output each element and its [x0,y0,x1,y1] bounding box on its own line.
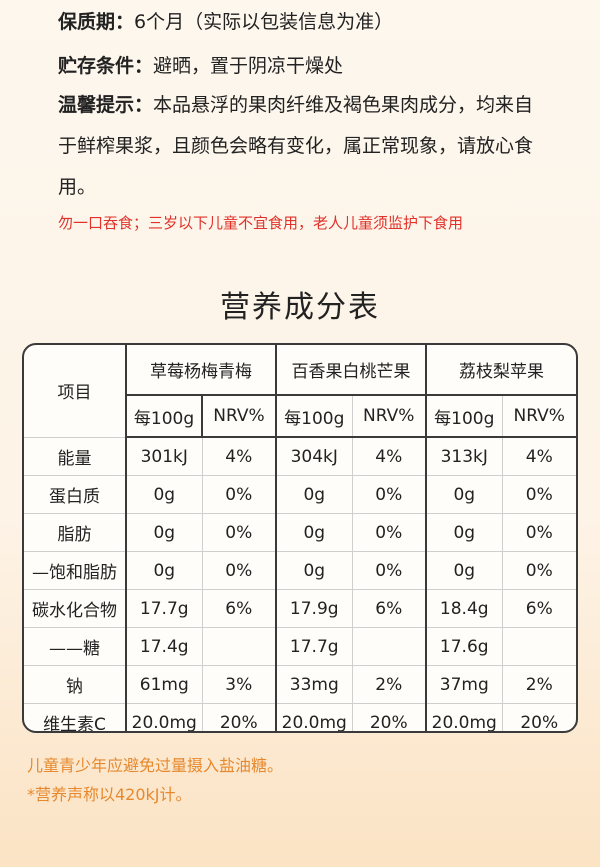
column-header: 每100g [126,394,203,438]
cell: 33mg [275,665,353,704]
cell: 2% [351,665,427,704]
cell: 6% [351,589,427,628]
info-line: 保质期：6个月（实际以包装信息为准） [58,2,548,43]
cell: 37mg [425,665,503,704]
column-header: 每100g [275,394,353,438]
column-header: NRV% [351,394,427,438]
row-label: 碳水化合物 [24,589,127,628]
info-text: 6个月（实际以包装信息为准） [134,11,394,33]
info-line: 贮存条件：避晒，置于阴凉干燥处 [58,46,548,87]
row-label: ——糖 [24,627,127,666]
data-row: 蛋白质 0g 0% 0g 0% 0g 0% [24,475,576,514]
subheader-row: 每100g NRV% 每100g NRV% 每100g NRV% [24,394,576,438]
cell: 0% [351,551,427,590]
cell: 17.7g [125,589,203,628]
row-label: 蛋白质 [24,475,127,514]
cell: 17.7g [275,627,353,666]
note: 儿童青少年应避免过量摄入盐油糖。 [27,756,284,775]
cell: 6% [201,589,277,628]
cell: 3% [201,665,277,704]
cell: 0g [275,475,353,514]
cell: 0% [351,513,427,552]
product-header: 百香果白桃芒果 [275,345,427,396]
column-header: NRV% [201,394,277,438]
cell: 304kJ [275,436,353,476]
header-row: 项目 草莓杨梅青梅 百香果白桃芒果 荔枝梨苹果 [24,345,576,438]
cell: 301kJ [125,436,203,476]
cell: 20% [501,703,576,731]
item-header: 项目 [24,345,127,438]
cell: 0g [275,551,353,590]
info-text: 本品悬浮的果肉纤维及褐色果肉成分，均来自于鲜榨果浆，且颜色会略有变化，属正常现象… [58,94,534,198]
column-header: NRV% [501,394,576,438]
info-line: 温馨提示：本品悬浮的果肉纤维及褐色果肉成分，均来自于鲜榨果浆，且颜色会略有变化，… [58,85,548,208]
cell: 20.0mg [425,703,503,731]
cell: 4% [351,436,427,476]
cell: 313kJ [425,436,503,476]
row-label: —饱和脂肪 [24,551,127,590]
table: 项目 草莓杨梅青梅 百香果白桃芒果 荔枝梨苹果 每100g NRV% 每100g NRV% 每1… [24,345,576,731]
cell: 0% [501,513,576,552]
data-row: 脂肪 0g 0% 0g 0% 0g 0% [24,513,576,552]
cell: 0g [425,513,503,552]
data-row: 钠 61mg 3% 33mg 2% 37mg 2% [24,665,576,704]
cell: 0g [425,475,503,514]
column-header: 每100g [425,394,503,438]
cell: 0g [125,475,203,514]
cell: 0% [501,551,576,590]
cell: 61mg [125,665,203,704]
cell: 0g [125,551,203,590]
info-text: 避晒，置于阴凉干燥处 [153,55,344,77]
cell: 20.0mg [125,703,203,731]
data-row: ——糖 17.4g 17.7g 17.6g [24,627,576,666]
row-label: 钠 [24,665,127,704]
info-label: 温馨提示： [58,94,154,116]
cell: 20.0mg [275,703,353,731]
row-label: 维生素C [24,703,127,731]
data-row: 能量 301kJ 4% 304kJ 4% 313kJ 4% [24,436,576,476]
note: *营养声称以420kJ计。 [27,785,192,804]
cell: 20% [201,703,277,731]
product-header: 荔枝梨苹果 [425,345,576,396]
cell [501,627,576,666]
product-header: 草莓杨梅青梅 [125,345,277,396]
row-label: 脂肪 [24,513,127,552]
nutrition-table: 项目 草莓杨梅青梅 百香果白桃芒果 荔枝梨苹果 每100g NRV% 每100g NRV% 每1… [22,343,578,733]
data-row: 维生素C 20.0mg 20% 20.0mg 20% 20.0mg 20% [24,703,576,731]
cell: 0% [201,551,277,590]
cell: 0g [425,551,503,590]
cell: 20% [351,703,427,731]
cell: 0% [201,475,277,514]
cell: 6% [501,589,576,628]
cell: 17.6g [425,627,503,666]
cell: 0% [201,513,277,552]
data-row: —饱和脂肪 0g 0% 0g 0% 0g 0% [24,551,576,590]
cell [201,627,277,666]
cell: 18.4g [425,589,503,628]
info-label: 贮存条件： [58,55,154,77]
cell: 0g [125,513,203,552]
cell: 4% [201,436,277,476]
warning: 勿一口吞食；三岁以下儿童不宜食用，老人儿童须监护下食用 [58,214,464,232]
cell: 17.4g [125,627,203,666]
cell: 0% [351,475,427,514]
row-label: 能量 [24,436,127,476]
cell: 17.9g [275,589,353,628]
data-row: 碳水化合物 17.7g 6% 17.9g 6% 18.4g 6% [24,589,576,628]
cell: 2% [501,665,576,704]
cell: 4% [501,436,576,476]
cell [351,627,427,666]
cell: 0% [501,475,576,514]
table-title: 营养成分表 [220,290,380,325]
info-label: 保质期： [58,11,135,33]
cell: 0g [275,513,353,552]
